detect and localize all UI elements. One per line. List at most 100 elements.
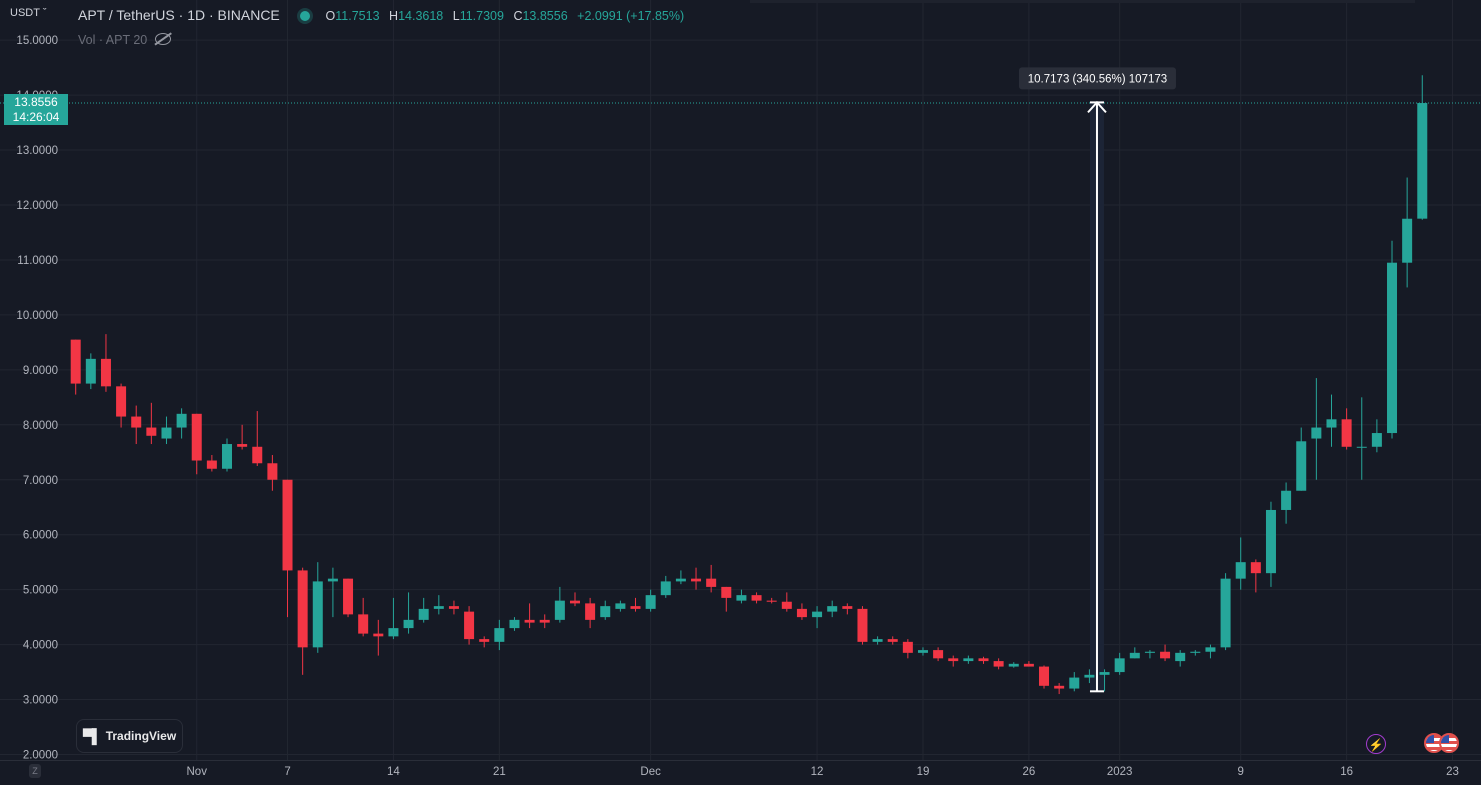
- candle-body: [191, 413, 202, 461]
- candle-body: [887, 639, 898, 642]
- candle-body: [539, 619, 550, 623]
- candle-body: [1008, 663, 1019, 667]
- y-tick-label: 7.0000: [23, 475, 58, 487]
- x-tick-label: Nov: [187, 766, 208, 778]
- lightning-icon[interactable]: ⚡: [1366, 734, 1386, 754]
- candle-body: [131, 416, 142, 428]
- candle-body: [267, 463, 278, 480]
- candle-body: [872, 639, 883, 642]
- candle-body: [675, 578, 686, 582]
- high-value: 14.3618: [398, 9, 444, 23]
- candle-body: [282, 479, 293, 571]
- us-flag-icon: [1439, 733, 1459, 753]
- x-tick-label: 9: [1238, 766, 1244, 778]
- candle-body: [100, 358, 111, 387]
- y-tick-label: 9.0000: [23, 365, 58, 377]
- candle-body: [1250, 562, 1261, 574]
- candle-body: [1235, 562, 1246, 579]
- tradingview-logo[interactable]: ▀▌ TradingView: [76, 719, 183, 753]
- candle-body: [1054, 685, 1065, 689]
- y-tick-label: 6.0000: [23, 530, 58, 542]
- x-tick-label: 16: [1340, 766, 1353, 778]
- economic-events-icon[interactable]: [1424, 733, 1460, 755]
- close-value: 13.8556: [522, 9, 568, 23]
- candle-body: [524, 619, 535, 623]
- candle-body: [85, 358, 96, 384]
- candle-body: [237, 444, 248, 447]
- candle-body: [1175, 652, 1186, 662]
- x-tick-label: 12: [811, 766, 824, 778]
- volume-legend[interactable]: Vol · APT 20: [78, 33, 172, 47]
- currency-selector[interactable]: USDT ˇ: [10, 7, 46, 19]
- volume-label: Vol · APT 20: [78, 33, 148, 47]
- y-tick-label: 11.0000: [17, 255, 58, 267]
- zoom-reset-button[interactable]: Z: [29, 764, 41, 778]
- y-tick-label: 3.0000: [23, 695, 58, 707]
- y-tick-label: 12.0000: [16, 200, 58, 212]
- candle-body: [978, 658, 989, 662]
- candle-body: [1205, 647, 1216, 652]
- chevron-down-icon: ˇ: [42, 7, 47, 19]
- candle-body: [1039, 666, 1050, 686]
- candle-body: [70, 339, 81, 384]
- candle-body: [1371, 433, 1382, 447]
- currency-label: USDT: [10, 7, 40, 19]
- candle-body: [373, 633, 384, 637]
- candle-body: [222, 444, 232, 469]
- candle-body: [1023, 663, 1034, 667]
- candle-countdown: 14:26:04: [12, 110, 60, 124]
- candle-body: [721, 586, 732, 598]
- candle-body: [1099, 672, 1110, 675]
- candle-body: [933, 650, 944, 659]
- candle-body: [691, 578, 702, 582]
- candle-body: [615, 603, 626, 609]
- hidden-eye-icon[interactable]: [155, 33, 172, 45]
- x-tick-label: 23: [1446, 766, 1459, 778]
- candle-body: [600, 606, 611, 618]
- last-price: 13.8556: [14, 95, 58, 109]
- candle-body: [796, 608, 807, 618]
- candle-body: [1296, 441, 1307, 491]
- candle-body: [842, 606, 853, 609]
- candle-body: [403, 619, 414, 629]
- candle-body: [176, 413, 187, 428]
- candle-body: [963, 658, 974, 662]
- x-tick-label: Dec: [640, 766, 661, 778]
- x-tick-label: 2023: [1107, 766, 1133, 778]
- candle-body: [479, 639, 490, 642]
- candle-body: [358, 614, 369, 634]
- candle-body: [993, 661, 1004, 667]
- candle-body: [388, 628, 399, 637]
- candle-body: [1190, 651, 1201, 653]
- y-tick-label: 8.0000: [23, 420, 58, 432]
- candle-body: [494, 628, 505, 642]
- candle-body: [857, 608, 868, 642]
- candle-body: [902, 641, 913, 653]
- candle-body: [1265, 509, 1276, 574]
- ohlc-values: O11.7513 H14.3618 L11.7309 C13.8556 +2.0…: [325, 9, 685, 23]
- candle-body: [1220, 578, 1231, 648]
- symbol-legend[interactable]: APT / TetherUS · 1D · BINANCE O11.7513 H…: [78, 7, 684, 23]
- market-status-icon: [299, 11, 310, 21]
- candle-body: [948, 658, 959, 662]
- last-price-badge: 13.8556 14:26:04: [4, 94, 68, 125]
- candle-body: [1129, 652, 1140, 659]
- x-tick-label: 7: [284, 766, 290, 778]
- candle-body: [751, 595, 762, 601]
- candle-body: [206, 460, 217, 469]
- candle-body: [448, 606, 459, 609]
- top-toolbar-edge: [750, 0, 1415, 3]
- candle-body: [161, 427, 172, 439]
- candle-body: [1326, 419, 1337, 428]
- measure-label-box: [1018, 67, 1176, 90]
- candle-body: [509, 619, 520, 629]
- candle-body: [146, 427, 157, 436]
- y-tick-label: 5.0000: [23, 585, 58, 597]
- candle-body: [1356, 446, 1367, 448]
- candle-body: [252, 446, 263, 464]
- symbol-title[interactable]: APT / TetherUS · 1D · BINANCE: [78, 7, 280, 23]
- candle-body: [312, 581, 323, 648]
- y-tick-label: 10.0000: [16, 310, 58, 322]
- x-tick-label: 14: [387, 766, 400, 778]
